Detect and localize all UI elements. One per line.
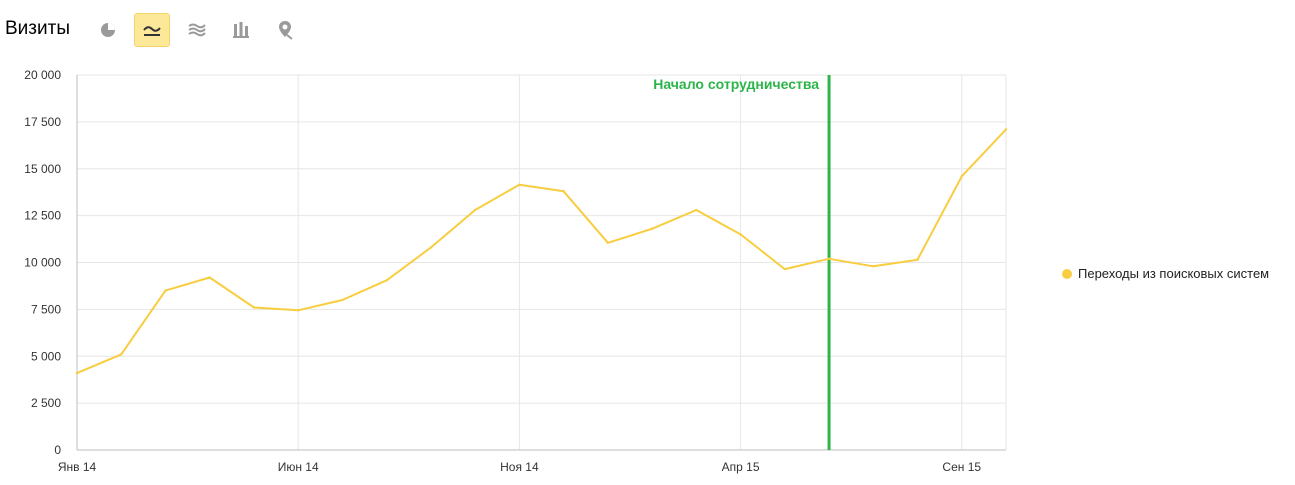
y-tick-label: 0 — [54, 443, 61, 457]
data-point — [518, 183, 521, 186]
data-point — [783, 267, 787, 271]
y-tick-label: 20 000 — [24, 68, 61, 82]
pie-chart-button[interactable] — [90, 13, 126, 47]
chart-header: Визиты — [0, 0, 1295, 60]
x-tick-label: Июн 14 — [278, 460, 319, 474]
data-point — [562, 190, 565, 193]
y-tick-label: 12 500 — [24, 209, 61, 223]
data-point — [960, 175, 963, 178]
y-tick-label: 10 000 — [24, 256, 61, 270]
area-chart-button[interactable] — [179, 13, 215, 47]
x-tick-label: Апр 15 — [722, 460, 760, 474]
chart-title: Визиты — [5, 18, 70, 39]
data-point — [429, 246, 433, 249]
data-point — [385, 279, 388, 282]
data-point — [695, 208, 698, 212]
line-chart-button[interactable] — [134, 13, 170, 47]
data-point — [120, 353, 123, 356]
data-point — [1004, 128, 1008, 131]
x-tick-label: Сен 15 — [942, 460, 981, 474]
data-point — [296, 309, 300, 312]
y-tick-label: 5 000 — [31, 349, 61, 363]
x-tick-label: Ноя 14 — [500, 460, 539, 474]
y-tick-label: 7 500 — [31, 302, 61, 316]
chart-legend: Переходы из поисковых систем — [1062, 266, 1269, 281]
data-point — [650, 227, 654, 230]
data-point — [916, 258, 919, 261]
y-tick-label: 15 000 — [24, 162, 61, 176]
data-point — [606, 241, 610, 245]
legend-series-marker — [1062, 268, 1072, 279]
bar-chart-button[interactable] — [223, 13, 259, 47]
legend-series-label[interactable]: Переходы из поисковых систем — [1078, 266, 1270, 281]
data-point — [739, 233, 742, 236]
data-point — [473, 208, 477, 212]
pie-chart-icon — [101, 23, 115, 37]
y-tick-label: 2 500 — [31, 396, 61, 410]
series-line — [76, 128, 1007, 375]
line-chart: 0 2 500 5 000 7 500 10 000 12 500 15 000 17 500… — [24, 68, 1008, 474]
area-chart-icon — [188, 23, 206, 37]
data-point — [164, 289, 167, 292]
y-tick-label: 17 500 — [24, 115, 61, 129]
line-chart-icon — [143, 26, 161, 36]
map-button[interactable] — [267, 13, 303, 47]
data-point — [208, 276, 211, 279]
annotation-label: Начало сотрудничества — [653, 76, 819, 92]
data-point — [252, 306, 256, 309]
map-pin-icon — [279, 21, 293, 40]
bar-chart-icon — [233, 22, 249, 38]
x-tick-label: Янв 14 — [58, 460, 97, 474]
data-point — [872, 265, 875, 268]
data-point — [75, 371, 79, 375]
data-point — [827, 257, 831, 260]
data-point — [341, 298, 344, 302]
